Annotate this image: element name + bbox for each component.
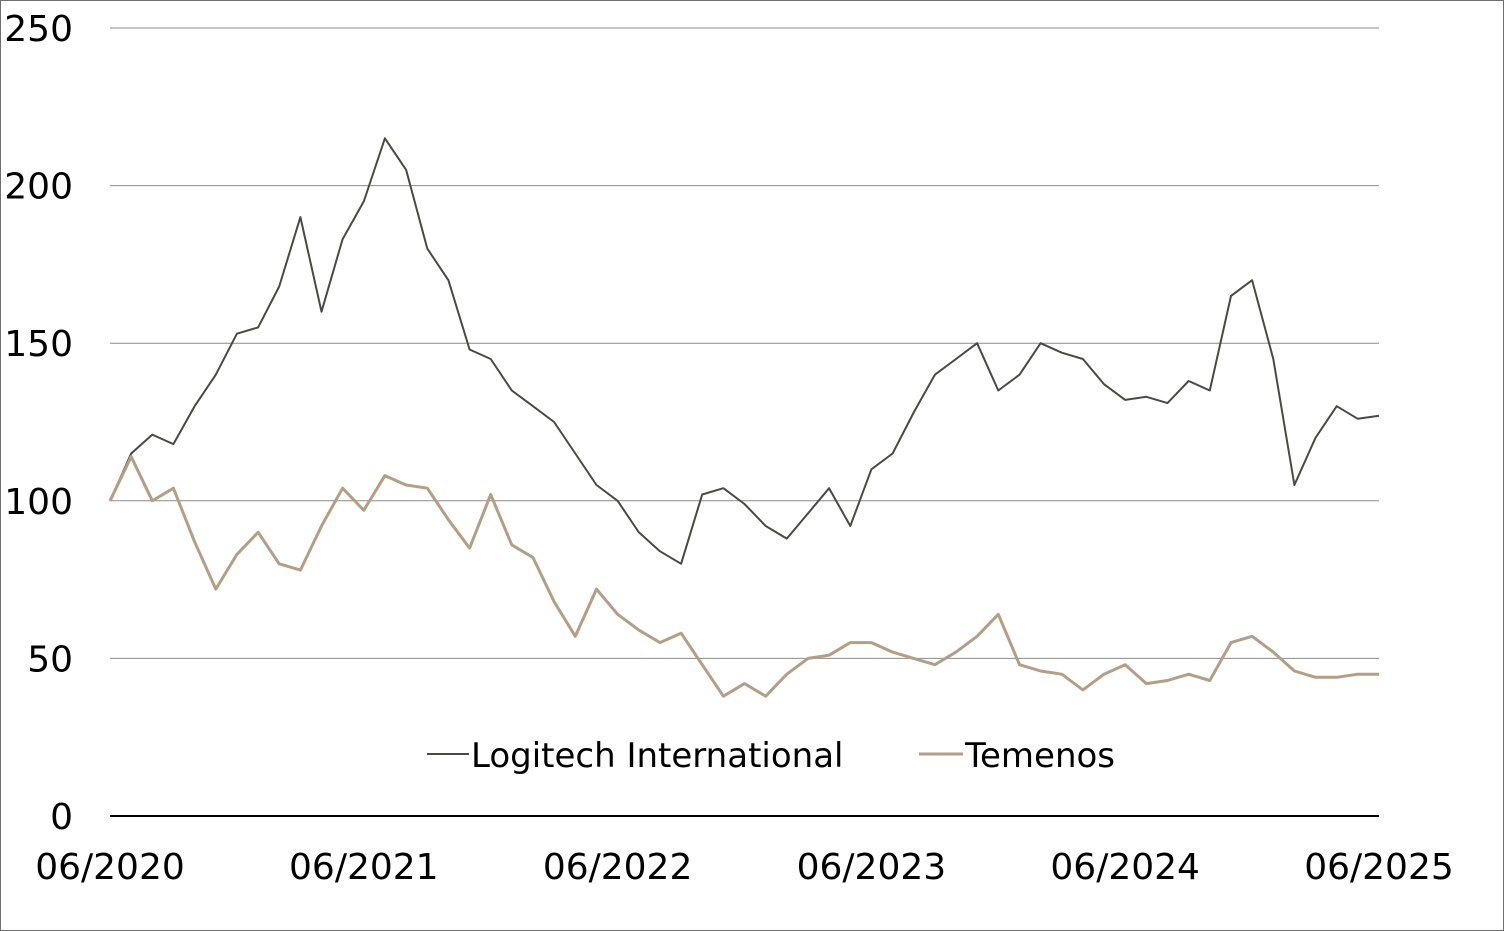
x-tick-label: 06/2022 <box>543 847 693 888</box>
x-tick-label: 06/2020 <box>35 847 185 888</box>
y-tick-label: 0 <box>50 797 73 838</box>
y-tick-label: 50 <box>27 639 73 680</box>
legend-label-temenos: Temenos <box>964 736 1115 776</box>
x-tick-label: 06/2021 <box>289 847 439 888</box>
y-tick-labels: 0 50 100 150 200 250 <box>4 9 73 838</box>
series-line-logitech-international <box>109 137 1380 565</box>
gridlines <box>110 27 1379 817</box>
series-lines <box>108 137 1380 698</box>
x-tick-label: 06/2024 <box>1050 847 1200 888</box>
y-tick-label: 100 <box>4 482 73 523</box>
x-tick-label: 06/2025 <box>1304 847 1454 888</box>
y-tick-label: 250 <box>4 9 73 50</box>
legend: Logitech International Temenos <box>427 736 1115 776</box>
y-tick-label: 200 <box>4 167 73 208</box>
y-tick-label: 150 <box>4 324 73 365</box>
x-tick-labels: 06/2020 06/2021 06/2022 06/2023 06/2024 06/20… <box>35 847 1454 888</box>
x-tick-label: 06/2023 <box>797 847 947 888</box>
legend-label-logitech: Logitech International <box>471 736 843 776</box>
series-line-temenos <box>108 455 1379 698</box>
